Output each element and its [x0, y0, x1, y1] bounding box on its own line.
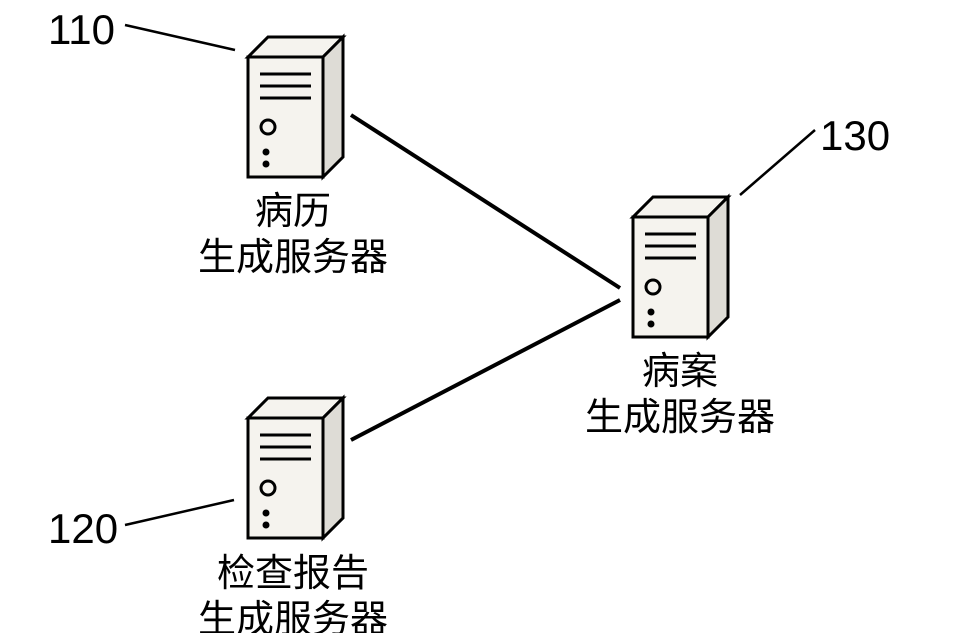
server-icon-130 — [633, 197, 728, 337]
leader-120 — [125, 500, 234, 525]
node-120-line2: 生成服务器 — [198, 598, 388, 633]
node-110-line1: 病历 — [198, 190, 388, 236]
leader-110 — [125, 25, 235, 50]
node-110-line2: 生成服务器 — [198, 236, 388, 282]
leader-130 — [740, 130, 815, 195]
overlay-svg — [0, 0, 955, 633]
node-130-line1: 病案 — [585, 350, 775, 396]
edge-1 — [351, 300, 620, 440]
ref-110: 110 — [48, 6, 115, 54]
node-130-line2: 生成服务器 — [585, 396, 775, 442]
edges — [351, 115, 620, 440]
node-130-label: 病案 生成服务器 — [585, 350, 775, 441]
node-120-label: 检查报告 生成服务器 — [198, 552, 388, 633]
node-120-line1: 检查报告 — [198, 552, 388, 598]
server-icon-120 — [248, 398, 343, 538]
server-icon-110 — [248, 37, 343, 177]
edge-0 — [351, 115, 620, 288]
node-110-label: 病历 生成服务器 — [198, 190, 388, 281]
ref-130: 130 — [820, 112, 890, 160]
ref-120: 120 — [48, 505, 118, 553]
diagram-canvas: 110 120 130 病历 生成服务器 检查报告 生成服务器 病案 生成服务器 — [0, 0, 955, 633]
